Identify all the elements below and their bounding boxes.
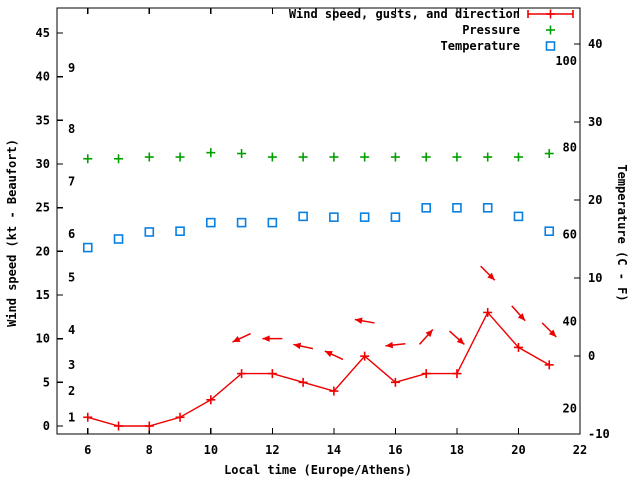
left-tick-label: 20 — [36, 244, 50, 258]
wind-direction-arrow-head — [232, 335, 241, 343]
temperature-point — [544, 226, 555, 236]
temperature-point — [236, 217, 247, 228]
left-tick-label: 25 — [36, 201, 50, 215]
temperature-point — [482, 203, 493, 213]
legend-label: Pressure — [462, 23, 520, 37]
fahrenheit-label: 60 — [563, 227, 577, 241]
left-axis-title: Wind speed (kt - Beaufort) — [5, 139, 19, 327]
beaufort-label: 5 — [68, 271, 75, 285]
temperature-point — [421, 203, 431, 213]
temperature-point — [298, 211, 308, 222]
wind-direction-arrow-head — [517, 313, 526, 321]
temperature-point — [329, 212, 339, 222]
right-tick-label: 20 — [588, 193, 602, 207]
temperature-point — [452, 203, 462, 213]
beaufort-label: 3 — [68, 358, 75, 372]
beaufort-label: 1 — [68, 410, 75, 424]
beaufort-label: 9 — [68, 61, 75, 75]
right-tick-label: 10 — [588, 271, 602, 285]
beaufort-label: 6 — [68, 227, 75, 241]
wind-direction-arrow-head — [262, 335, 270, 342]
wind-direction-arrow-head — [487, 272, 495, 281]
temperature-point — [144, 227, 155, 237]
x-tick-label: 6 — [84, 443, 91, 457]
beaufort-label: 7 — [68, 174, 75, 188]
temperature-point — [390, 212, 401, 222]
right-tick-label: 30 — [588, 115, 602, 129]
temperature-point — [513, 211, 524, 222]
temperature-point — [206, 217, 216, 228]
legend-square-marker — [545, 41, 556, 51]
x-tick-label: 10 — [204, 443, 218, 457]
wind-direction-arrow-head — [548, 329, 557, 338]
right-axis-title: Temperature (C - F) — [615, 164, 629, 302]
plot-border — [56, 7, 581, 435]
x-axis-title: Local time (Europe/Athens) — [224, 463, 412, 477]
beaufort-label: 8 — [68, 122, 75, 136]
temperature-point — [267, 217, 278, 228]
wind-direction-arrow-head — [354, 317, 363, 324]
temperature-point — [175, 226, 185, 236]
left-tick-label: 0 — [43, 419, 50, 433]
wind-direction-arrow-head — [385, 341, 394, 349]
x-tick-label: 16 — [388, 443, 402, 457]
legend-label: Wind speed, gusts, and direction — [289, 7, 520, 21]
right-tick-label: -10 — [588, 427, 610, 441]
x-tick-label: 12 — [265, 443, 279, 457]
beaufort-label: 2 — [68, 384, 75, 398]
x-tick-label: 20 — [511, 443, 525, 457]
left-tick-label: 10 — [36, 332, 50, 346]
left-tick-label: 40 — [36, 70, 50, 84]
left-tick-label: 45 — [36, 26, 50, 40]
temperature-point — [82, 242, 93, 253]
fahrenheit-label: 20 — [563, 401, 577, 415]
left-tick-label: 5 — [43, 375, 50, 389]
wind-direction-arrow-head — [293, 342, 302, 350]
x-tick-label: 18 — [450, 443, 464, 457]
temperature-point — [113, 234, 124, 244]
fahrenheit-label: 40 — [563, 315, 577, 329]
temperature-point — [359, 212, 370, 222]
wind-direction-arrow-head — [324, 351, 333, 358]
fahrenheit-label: 100 — [555, 54, 577, 68]
wind-speed-line — [87, 311, 550, 427]
wind-direction-arrow-head — [456, 337, 465, 345]
left-tick-label: 15 — [36, 288, 50, 302]
right-tick-label: 0 — [588, 349, 595, 363]
x-tick-label: 14 — [327, 443, 341, 457]
x-tick-label: 22 — [573, 443, 587, 457]
wind-direction-arrow-head — [425, 329, 433, 338]
fahrenheit-label: 80 — [563, 141, 577, 155]
legend-label: Temperature — [441, 39, 520, 53]
left-tick-label: 35 — [36, 113, 50, 127]
left-tick-label: 30 — [36, 157, 50, 171]
x-tick-label: 8 — [146, 443, 153, 457]
beaufort-label: 4 — [68, 323, 75, 337]
right-tick-label: 40 — [588, 37, 602, 51]
